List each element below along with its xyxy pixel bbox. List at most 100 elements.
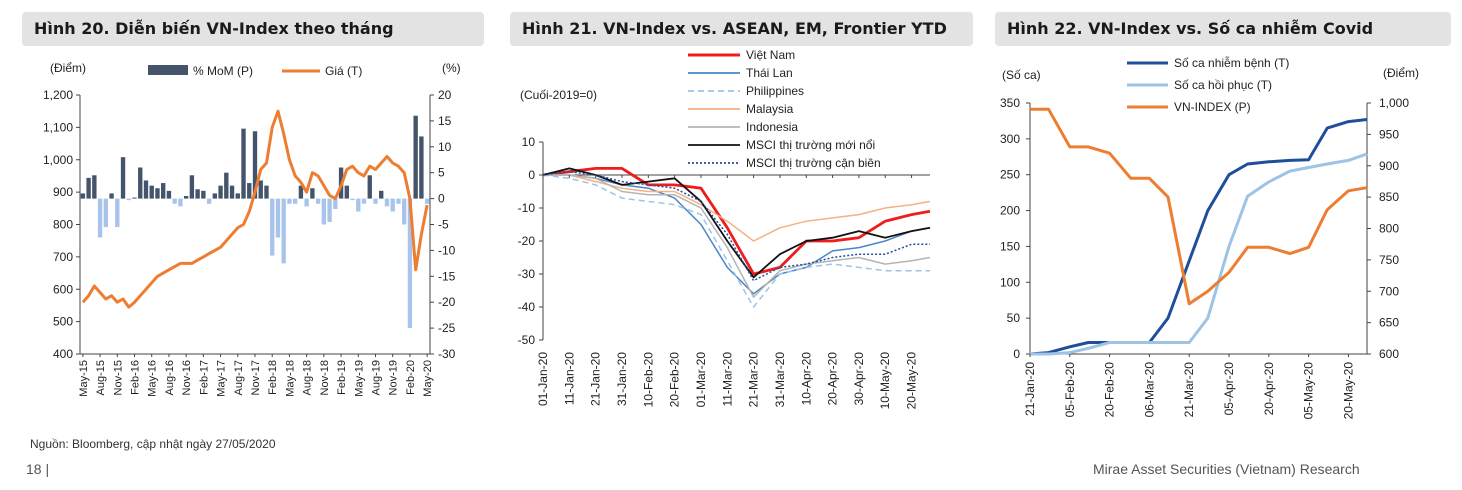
- bar-mom-Apr-17: [212, 193, 218, 199]
- left-tick-label: 100: [1000, 275, 1020, 289]
- bar-mom-Apr-19: [350, 198, 355, 201]
- bar-mom-Aug-18: [304, 198, 309, 207]
- x-tick-label: Aug-18: [302, 360, 314, 395]
- bar-mom-Oct-19: [384, 198, 390, 207]
- x-tick-label: 10-Apr-20: [799, 352, 813, 406]
- x-tick-label: Feb-16: [130, 360, 142, 395]
- bar-mom-Sep-15: [103, 198, 108, 228]
- right-tick-label: 15: [438, 114, 452, 128]
- right-tick-label: 10: [438, 140, 452, 154]
- line-series-1: [1030, 152, 1368, 356]
- legend-label: Số ca hồi phục (T): [1174, 78, 1272, 92]
- bar-mom-Aug-15: [97, 198, 103, 238]
- line-series-1: [543, 174, 931, 295]
- bar-mom-Jan-19: [333, 198, 338, 209]
- x-tick-label: May-18: [284, 360, 296, 397]
- y-tick-label: -40: [518, 300, 536, 314]
- bar-mom-Jan-17: [195, 189, 200, 199]
- x-tick-label: 21-Mar-20: [747, 352, 761, 408]
- right-tick-label: 600: [1379, 347, 1399, 361]
- bar-mom-Nov-18: [321, 198, 327, 225]
- right-tick-label: -25: [438, 321, 456, 335]
- line-price: [81, 109, 429, 309]
- bar-mom-May-18: [287, 198, 292, 204]
- x-tick-label: 20-Feb-20: [668, 352, 682, 408]
- bar-mom-Nov-19: [390, 198, 395, 212]
- x-tick-label: 20-Feb-20: [1103, 362, 1117, 418]
- bar-mom-May-19: [356, 198, 361, 212]
- bar-mom-Aug-17: [235, 193, 240, 199]
- left-tick-label: 1,100: [43, 120, 73, 134]
- bar-mom-Mar-18: [275, 198, 281, 238]
- right-tick-label: 800: [1379, 222, 1399, 236]
- bar-mom-Dec-15: [120, 157, 126, 199]
- line-series-0: [542, 166, 931, 276]
- y-tick-label: 10: [522, 135, 536, 149]
- bar-mom-Sep-16: [172, 198, 177, 204]
- legend-label: MSCI thị trường mới nổi: [746, 138, 875, 152]
- bar-mom-Aug-16: [166, 190, 172, 199]
- bar-mom-Aug-19: [373, 198, 378, 204]
- left-tick-label: 1,000: [43, 153, 73, 167]
- x-tick-label: Aug-19: [370, 360, 382, 395]
- left-tick-label: 500: [53, 315, 73, 329]
- bar-mom-Dec-16: [189, 175, 195, 199]
- bar-mom-Mar-19: [344, 185, 349, 199]
- line-series-4: [543, 174, 931, 298]
- x-tick-label: 21-Jan-20: [1023, 362, 1037, 416]
- x-tick-label: 30-Apr-20: [852, 352, 866, 406]
- right-tick-label: 850: [1379, 190, 1399, 204]
- legend-label: VN-INDEX (P): [1174, 100, 1251, 114]
- legend-label: Philippines: [746, 84, 804, 98]
- x-tick-label: Nov-18: [319, 360, 331, 395]
- bar-mom-Jan-16: [126, 198, 131, 201]
- legend-label-price: Giá (T): [325, 64, 362, 78]
- bar-mom-Feb-17: [201, 190, 206, 199]
- panel-title-fig20: Hình 20. Diễn biến VN-Index theo tháng: [22, 12, 484, 46]
- bar-mom-Jun-15: [86, 177, 91, 199]
- line-series-2: [542, 174, 930, 308]
- right-tick-label: 0: [438, 192, 445, 206]
- x-tick-label: 06-Mar-20: [1142, 362, 1156, 418]
- bar-mom-Jun-19: [361, 198, 367, 204]
- right-tick-label: -5: [438, 218, 449, 232]
- right-tick-label: 1,000: [1379, 96, 1409, 110]
- x-tick-label: Nov-19: [388, 360, 400, 395]
- left-tick-label: 400: [53, 347, 73, 361]
- bar-mom-Jul-19: [367, 175, 372, 199]
- bar-mom-Sep-19: [379, 190, 384, 199]
- bar-mom-May-15: [80, 193, 86, 199]
- bar-mom-Apr-16: [143, 180, 149, 199]
- line-series-5: [542, 167, 931, 279]
- legend-label: Số ca nhiễm bệnh (T): [1174, 55, 1289, 70]
- left-tick-label: 300: [1000, 132, 1020, 146]
- bar-mom-Jul-15: [92, 175, 97, 199]
- left-tick-label: 600: [53, 282, 73, 296]
- bar-mom-Sep-17: [241, 128, 246, 199]
- x-tick-label: 05-May-20: [1302, 362, 1316, 420]
- left-tick-label: 1,200: [43, 88, 73, 102]
- x-tick-label: Nov-15: [112, 360, 124, 395]
- left-tick-label: 50: [1007, 311, 1021, 325]
- bar-mom-Feb-20: [407, 198, 413, 329]
- bar-mom-Jun-18: [292, 198, 298, 204]
- left-tick-label: 150: [1000, 239, 1020, 253]
- bar-mom-May-16: [149, 185, 154, 199]
- left-tick-label: 250: [1000, 168, 1020, 182]
- right-tick-label: -20: [438, 295, 456, 309]
- right-tick-label: -15: [438, 269, 456, 283]
- legend-label-mom: % MoM (P): [193, 64, 253, 78]
- x-tick-label: 05-Feb-20: [1063, 362, 1077, 418]
- x-tick-label: 11-Jan-20: [562, 352, 576, 405]
- page-number: 18 |: [26, 461, 50, 477]
- legend-label: Việt Nam: [746, 48, 795, 62]
- bar-mom-Nov-16: [183, 196, 189, 199]
- x-tick-label: May-16: [147, 360, 159, 397]
- left-tick-label: 350: [1000, 96, 1020, 110]
- right-axis-unit: (Điểm): [1383, 66, 1419, 80]
- legend-label: Indonesia: [746, 120, 798, 134]
- x-tick-label: May-20: [422, 360, 434, 397]
